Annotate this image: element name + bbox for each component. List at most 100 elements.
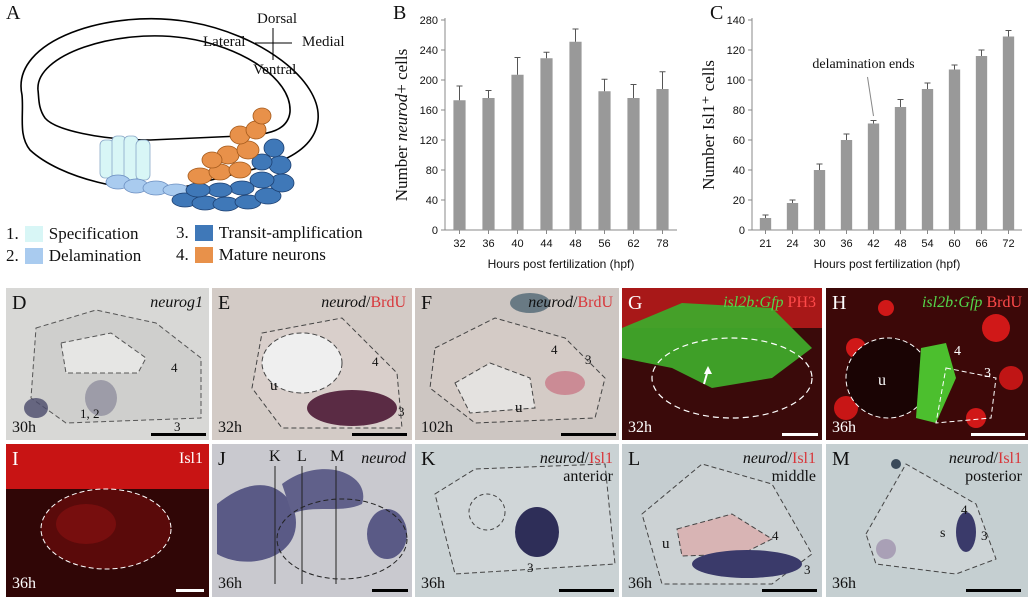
legend-delamination: 2. Delamination	[6, 246, 141, 266]
legend-num: 3.	[176, 223, 189, 242]
marker2-label: Isl1	[792, 450, 816, 467]
panel-k-drawing	[415, 444, 619, 597]
region-label: 3	[984, 366, 991, 381]
time-label: 36h	[12, 575, 36, 592]
region-label: middle	[771, 468, 816, 485]
panel-f-drawing	[415, 288, 619, 440]
panel-e-drawing	[212, 288, 412, 440]
marker-sep: /	[993, 450, 998, 467]
bar	[656, 89, 669, 230]
section-line-label: K	[269, 448, 281, 465]
marker-label: neurod	[361, 450, 406, 467]
compass-dorsal: Dorsal	[257, 11, 297, 27]
x-tick-label: 40	[511, 238, 523, 250]
region-label: 4	[372, 354, 379, 369]
panel-label: A	[6, 2, 21, 24]
scale-bar	[966, 589, 1021, 592]
marker-combo: neurod/Isl1 middle	[743, 450, 816, 486]
panel-h: H isl2b:Gfp BrdU u 4 3 36h	[826, 288, 1028, 440]
marker2-label: Isl1	[179, 450, 203, 467]
panel-label: I	[12, 448, 19, 470]
marker-combo: isl2b:Gfp BrdU	[922, 294, 1022, 312]
x-tick-label: 30	[813, 238, 825, 250]
compass-medial: Medial	[302, 34, 345, 50]
otic-vesicle-schematic	[20, 18, 319, 212]
y-tick-label: 160	[420, 105, 438, 117]
bar	[569, 41, 582, 230]
marker-combo: neurod/BrdU	[321, 294, 406, 312]
legend-text: Transit-amplification	[218, 223, 363, 242]
panel-j: J neurod K L M 36h	[212, 444, 412, 597]
y-tick-label: 100	[727, 75, 745, 87]
region-label: 3	[527, 560, 534, 575]
chart-c: 0 20 40 60 80 100 120 140 21 24 30 36 42 48 54 60 66 72 Ho…	[699, 15, 1022, 271]
y-tick-label: 80	[733, 105, 745, 117]
time-label: 36h	[832, 419, 856, 436]
time-label: 102h	[421, 419, 453, 436]
panel-i-drawing	[6, 444, 209, 597]
region-label: 3	[981, 528, 988, 543]
panel-d: D neurog1 1, 2 4 3 30h	[6, 288, 209, 440]
scale-bar	[971, 433, 1025, 436]
bar	[786, 203, 799, 230]
x-tick-label: 24	[786, 238, 798, 250]
region-label: 3	[804, 562, 811, 577]
region-label: 3	[174, 419, 181, 434]
marker-combo: neurod/Isl1 posterior	[949, 450, 1022, 486]
compass-lateral: Lateral	[203, 34, 246, 50]
marker-sep: /	[572, 294, 578, 311]
time-label: 36h	[218, 575, 242, 592]
annotation-arrow	[867, 76, 874, 117]
panel-m-drawing	[826, 444, 1028, 597]
panel-label: G	[628, 292, 643, 314]
region-label: 4	[961, 502, 968, 517]
panel-l: L neurod/Isl1 middle u 4 3 36h	[622, 444, 822, 597]
legend-transit-amplification: 3. Transit-amplification	[176, 223, 363, 243]
marker2-label: BrdU	[577, 294, 613, 311]
legend-num: 4.	[176, 245, 189, 264]
utricle-label: u	[270, 378, 278, 394]
panel-f: F neurod/BrdU u 4 3 102h	[415, 288, 619, 440]
region-label: 3	[398, 404, 405, 419]
bar	[840, 140, 853, 230]
y-tick-label: 240	[420, 45, 438, 57]
legend-swatch	[24, 248, 43, 264]
marker-label: isl2b:Gfp	[723, 294, 784, 311]
scale-bar	[559, 589, 614, 592]
x-tick-label: 32	[453, 238, 465, 250]
marker-label: neurod	[742, 450, 788, 467]
x-tick-label: 62	[627, 238, 639, 250]
x-tick-label: 66	[975, 238, 987, 250]
y-tick-label: 140	[727, 15, 745, 27]
x-axis-label: Hours post fertilization (hpf)	[488, 257, 635, 271]
bar	[482, 98, 495, 230]
y-tick-label: 20	[733, 195, 745, 207]
time-label: 32h	[628, 419, 652, 436]
x-tick-label: 56	[598, 238, 610, 250]
bar	[948, 69, 961, 230]
compass-ventral: Ventral	[253, 62, 297, 78]
x-tick-label: 48	[894, 238, 906, 250]
bar	[627, 98, 640, 230]
y-tick-label: 280	[420, 15, 438, 27]
y-tick-label: 120	[420, 135, 438, 147]
marker2-label: Isl1	[998, 450, 1022, 467]
y-tick-label: 120	[727, 45, 745, 57]
marker2-label: BrdU	[370, 294, 406, 311]
panel-label: M	[832, 448, 850, 470]
marker-label: neurod	[321, 294, 366, 311]
marker-label: neurog1	[150, 294, 203, 311]
legend-num: 2.	[6, 246, 19, 265]
utricle-label: u	[878, 372, 886, 389]
time-label: 36h	[628, 575, 652, 592]
panel-d-drawing	[6, 288, 209, 440]
legend-mature-neurons: 4. Mature neurons	[176, 245, 326, 265]
marker-label: isl2b:Gfp	[921, 294, 983, 311]
time-label: 30h	[12, 419, 36, 436]
panel-label: D	[12, 292, 27, 314]
marker-sep: /	[365, 294, 371, 311]
scale-bar	[762, 589, 817, 592]
y-axis-label: Number Isl1⁺ cells	[699, 60, 718, 190]
marker2-label: BrdU	[986, 294, 1022, 311]
x-tick-label: 36	[840, 238, 852, 250]
